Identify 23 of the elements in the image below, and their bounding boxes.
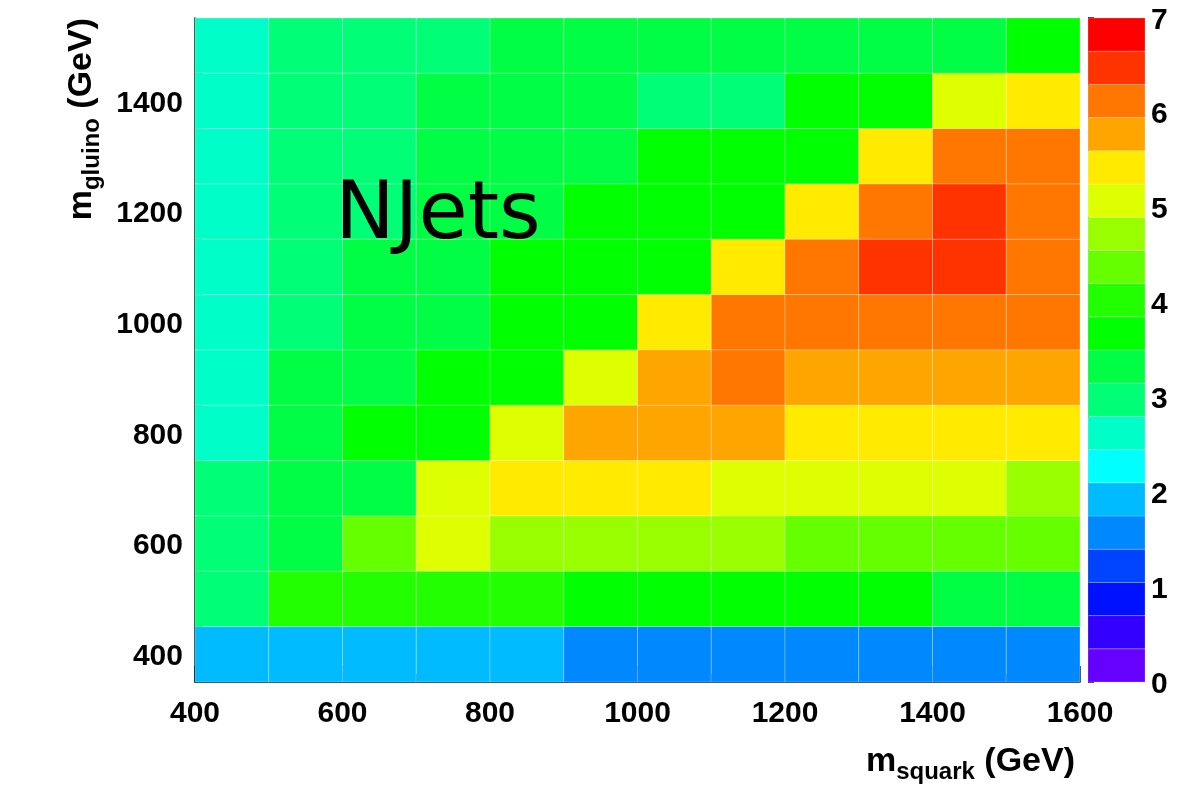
x-tick-label: 1600 [1046,694,1114,728]
x-tick-label: 400 [169,694,221,728]
y-tick-label: 800 [132,416,183,450]
y-tick-label: 1200 [116,195,183,229]
x-tick-label: 1200 [751,694,819,728]
color-bar-label: 7 [1151,1,1168,35]
x-tick-label: 1400 [899,694,966,728]
color-bar-label: 0 [1151,665,1168,699]
x-axis-title: m$_{squark}$ (GeV) [865,740,1075,784]
x-tick-label: 1000 [604,694,671,728]
color-bar-label: 6 [1151,96,1168,130]
y-tick-label: 1000 [116,305,183,339]
y-tick-label: 400 [132,637,183,671]
color-bar-label: 4 [1151,286,1168,320]
x-tick-label: 600 [317,694,368,728]
x-tick-label: 800 [464,694,516,728]
y-tick-label: 1400 [116,84,183,118]
text: NJets [335,163,541,257]
color-bar-label: 5 [1151,191,1168,225]
color-bar-label: 1 [1151,570,1168,604]
y-tick-label: 600 [132,527,183,561]
color-bar-label: 2 [1151,475,1168,509]
color-bar-label: 3 [1151,380,1168,414]
